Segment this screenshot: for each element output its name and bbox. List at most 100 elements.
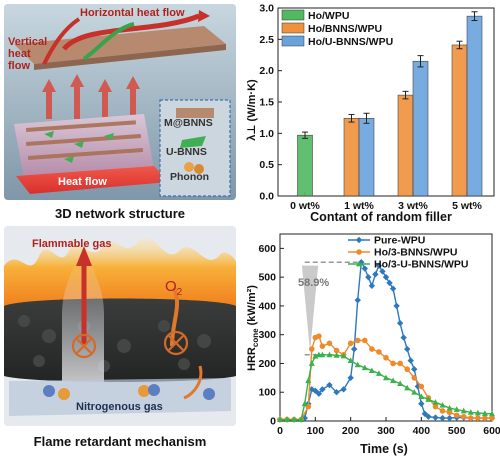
label-o2-sub: 2 bbox=[176, 287, 183, 298]
data-point bbox=[340, 352, 347, 359]
data-point bbox=[375, 262, 383, 269]
bar-ytick-label: 0.5 bbox=[259, 159, 274, 171]
line-xtick-label: 600 bbox=[483, 425, 500, 437]
data-point bbox=[382, 273, 390, 281]
data-point bbox=[446, 414, 453, 422]
data-point bbox=[425, 396, 432, 402]
line-ytick-label: 200 bbox=[258, 358, 276, 370]
data-point bbox=[411, 366, 418, 373]
data-point bbox=[383, 374, 389, 381]
data-point bbox=[468, 415, 474, 421]
data-point bbox=[411, 389, 418, 395]
ylabel-sub: cone bbox=[251, 328, 260, 347]
bar bbox=[358, 117, 375, 197]
label-flammable-gas: Flammable gas bbox=[32, 238, 112, 250]
data-point bbox=[418, 400, 425, 407]
bar-ytick-label: 1.0 bbox=[259, 128, 274, 140]
data-point bbox=[404, 384, 411, 391]
data-point bbox=[460, 413, 467, 420]
bar-legend-swatch bbox=[281, 9, 305, 21]
data-point bbox=[305, 377, 312, 384]
bar-ytick-label: 1.5 bbox=[259, 97, 274, 109]
flame-retardant-illustration bbox=[4, 226, 236, 426]
line-xtick-label: 500 bbox=[448, 425, 466, 437]
data-point bbox=[386, 279, 393, 287]
data-point bbox=[354, 361, 361, 368]
data-point bbox=[460, 407, 467, 414]
data-point bbox=[355, 236, 363, 244]
data-point bbox=[432, 414, 439, 421]
bar bbox=[451, 44, 468, 197]
line-series bbox=[276, 258, 496, 423]
line-ytick-label: 500 bbox=[258, 272, 276, 284]
bar-chart-xlabel: Contant of random filler bbox=[310, 210, 452, 224]
bar-ytick-label: 3.0 bbox=[259, 3, 274, 15]
line-chart-xlabel: Time (s) bbox=[360, 442, 408, 456]
data-point bbox=[390, 360, 396, 367]
bar bbox=[412, 60, 429, 197]
line-ytick-label: 400 bbox=[258, 300, 276, 312]
data-point bbox=[467, 409, 474, 415]
bar-ytick-label: 2.0 bbox=[259, 65, 274, 77]
bar-xtick-label: 1 wt% bbox=[344, 200, 374, 212]
data-point bbox=[411, 375, 418, 381]
bar-xtick-label: 3 wt% bbox=[398, 200, 428, 212]
data-point bbox=[333, 347, 340, 354]
data-point bbox=[421, 410, 429, 418]
data-point bbox=[439, 401, 446, 408]
data-point bbox=[446, 404, 453, 411]
bar-legend-label: Ho/U-BNNS/WPU bbox=[308, 36, 393, 48]
bar-chart-ylabel: λ⊥ (W/m·K) bbox=[246, 79, 258, 141]
data-point bbox=[347, 357, 354, 363]
data-point bbox=[404, 345, 411, 353]
line-chart-ylabel: HRRcone (kW/m²) bbox=[246, 285, 260, 371]
data-point bbox=[298, 416, 305, 422]
data-point bbox=[361, 265, 368, 272]
data-point bbox=[326, 381, 333, 389]
line-legend-label: Ho/3-BNNS/WPU bbox=[374, 247, 457, 259]
line-ytick-label: 0 bbox=[270, 416, 276, 428]
label-vertical-heat-flow: Vertical heat flow bbox=[8, 36, 48, 72]
data-point bbox=[439, 414, 446, 422]
data-point bbox=[481, 410, 488, 416]
bar-legend-swatch bbox=[281, 22, 305, 34]
data-point bbox=[319, 386, 326, 393]
ylabel-main: HRR bbox=[246, 347, 258, 371]
data-point bbox=[308, 360, 315, 366]
label-m-bnns: M@BNNS bbox=[164, 117, 213, 129]
data-point bbox=[358, 258, 365, 266]
data-point bbox=[379, 268, 386, 275]
data-point bbox=[393, 302, 400, 310]
bar-legend-label: Ho/BNNS/WPU bbox=[308, 23, 382, 35]
bar-legend-label: Ho/WPU bbox=[308, 10, 349, 22]
data-point bbox=[277, 416, 283, 422]
line-ytick-label: 300 bbox=[258, 329, 276, 341]
label-o2-main: O bbox=[165, 278, 177, 295]
data-point bbox=[372, 271, 379, 278]
bar-legend-swatch bbox=[281, 35, 305, 47]
caption-network-structure: 3D network structure bbox=[54, 206, 186, 221]
data-point bbox=[475, 415, 481, 421]
data-point bbox=[396, 319, 404, 327]
bar-ytick-label: 0.0 bbox=[259, 191, 274, 203]
data-point bbox=[397, 360, 403, 367]
bar bbox=[397, 94, 414, 197]
data-point bbox=[356, 260, 362, 267]
data-point bbox=[453, 412, 460, 419]
data-point bbox=[312, 387, 319, 394]
data-point bbox=[368, 367, 375, 374]
data-point bbox=[397, 380, 404, 386]
data-point bbox=[482, 415, 488, 421]
data-point bbox=[489, 415, 495, 421]
label-vertical-heat-flow-1: Vertical heat flow bbox=[8, 36, 52, 72]
label-u-bnns: U-BNNS bbox=[166, 146, 207, 158]
caption-flame-retardant: Flame retardant mechanism bbox=[33, 434, 207, 449]
line-xtick-label: 200 bbox=[342, 425, 360, 437]
data-point bbox=[418, 393, 425, 399]
data-point bbox=[376, 349, 382, 355]
bar bbox=[297, 134, 313, 197]
data-point bbox=[404, 366, 410, 373]
data-point bbox=[351, 345, 358, 353]
data-point bbox=[354, 337, 361, 344]
data-point bbox=[361, 364, 368, 371]
